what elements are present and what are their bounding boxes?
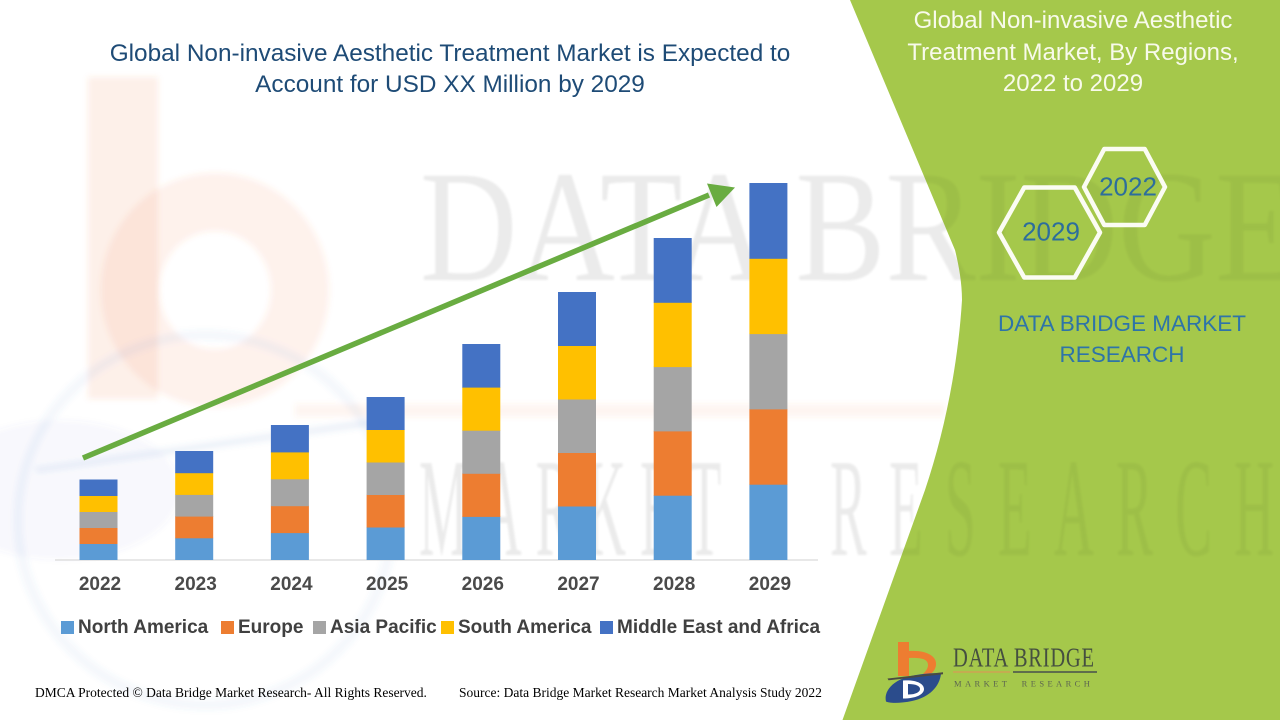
svg-text:RESEARCH: RESEARCH	[830, 431, 1280, 586]
svg-text:2029: 2029	[1022, 217, 1080, 247]
svg-text:DATA BRIDGE: DATA BRIDGE	[953, 644, 1095, 673]
svg-text:MARKET RESEARCH: MARKET RESEARCH	[954, 679, 1093, 689]
svg-text:2022: 2022	[1099, 172, 1157, 202]
